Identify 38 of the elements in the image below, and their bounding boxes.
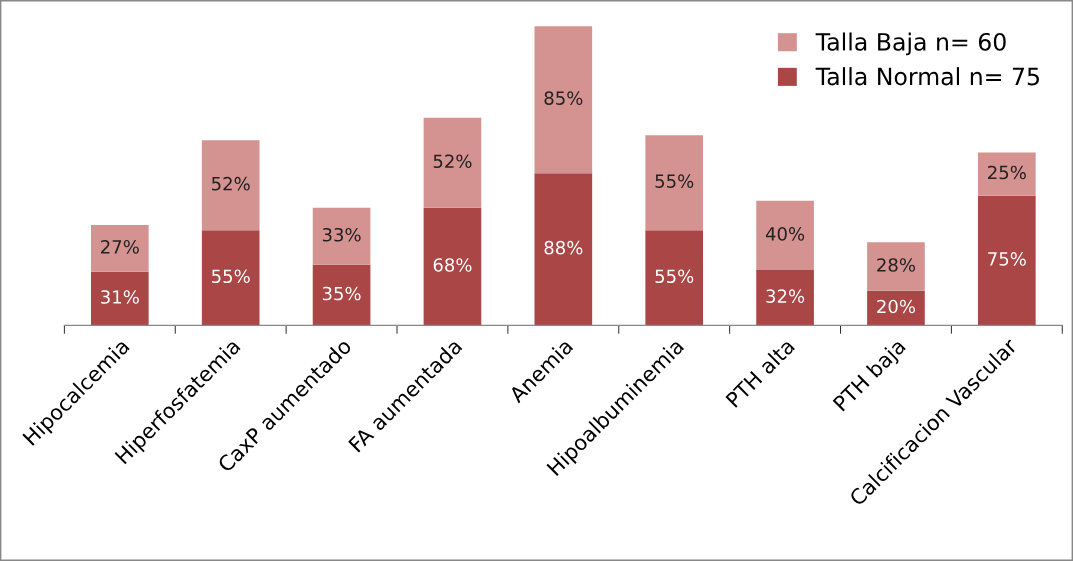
bar bbox=[645, 135, 704, 231]
bar bbox=[978, 152, 1036, 196]
legend-label: Talla Baja n= 60 bbox=[815, 32, 1006, 56]
data-label: 40% bbox=[765, 227, 805, 241]
bar bbox=[201, 230, 260, 326]
bar bbox=[756, 270, 814, 326]
data-label: 32% bbox=[766, 289, 805, 303]
bar bbox=[867, 242, 925, 291]
bar bbox=[534, 173, 593, 326]
data-label: 68% bbox=[433, 258, 472, 272]
bar bbox=[423, 207, 482, 326]
data-label: 52% bbox=[433, 154, 472, 169]
data-label: 28% bbox=[877, 258, 916, 272]
bar bbox=[756, 200, 814, 271]
bar bbox=[867, 290, 925, 326]
bar bbox=[201, 140, 260, 231]
data-label: 88% bbox=[544, 240, 583, 255]
bar bbox=[645, 230, 704, 326]
bar bbox=[423, 117, 482, 208]
legend-label: Talla Normal n= 75 bbox=[815, 67, 1039, 86]
bar bbox=[312, 264, 371, 326]
data-label: 75% bbox=[988, 252, 1026, 266]
data-label: 52% bbox=[212, 176, 250, 191]
data-label: 20% bbox=[877, 299, 916, 314]
data-label: 31% bbox=[101, 290, 139, 304]
data-label: 55% bbox=[655, 269, 694, 284]
bar bbox=[90, 225, 149, 272]
bar bbox=[90, 271, 149, 326]
data-label: 55% bbox=[655, 174, 694, 188]
bar bbox=[312, 207, 371, 265]
data-label: 25% bbox=[988, 165, 1026, 180]
bar bbox=[534, 26, 593, 174]
data-label: 33% bbox=[322, 227, 361, 242]
data-label: 85% bbox=[544, 91, 583, 105]
bar bbox=[978, 195, 1036, 326]
data-label: 35% bbox=[322, 286, 361, 301]
data-label: 55% bbox=[212, 269, 250, 284]
data-label: 27% bbox=[101, 240, 139, 254]
